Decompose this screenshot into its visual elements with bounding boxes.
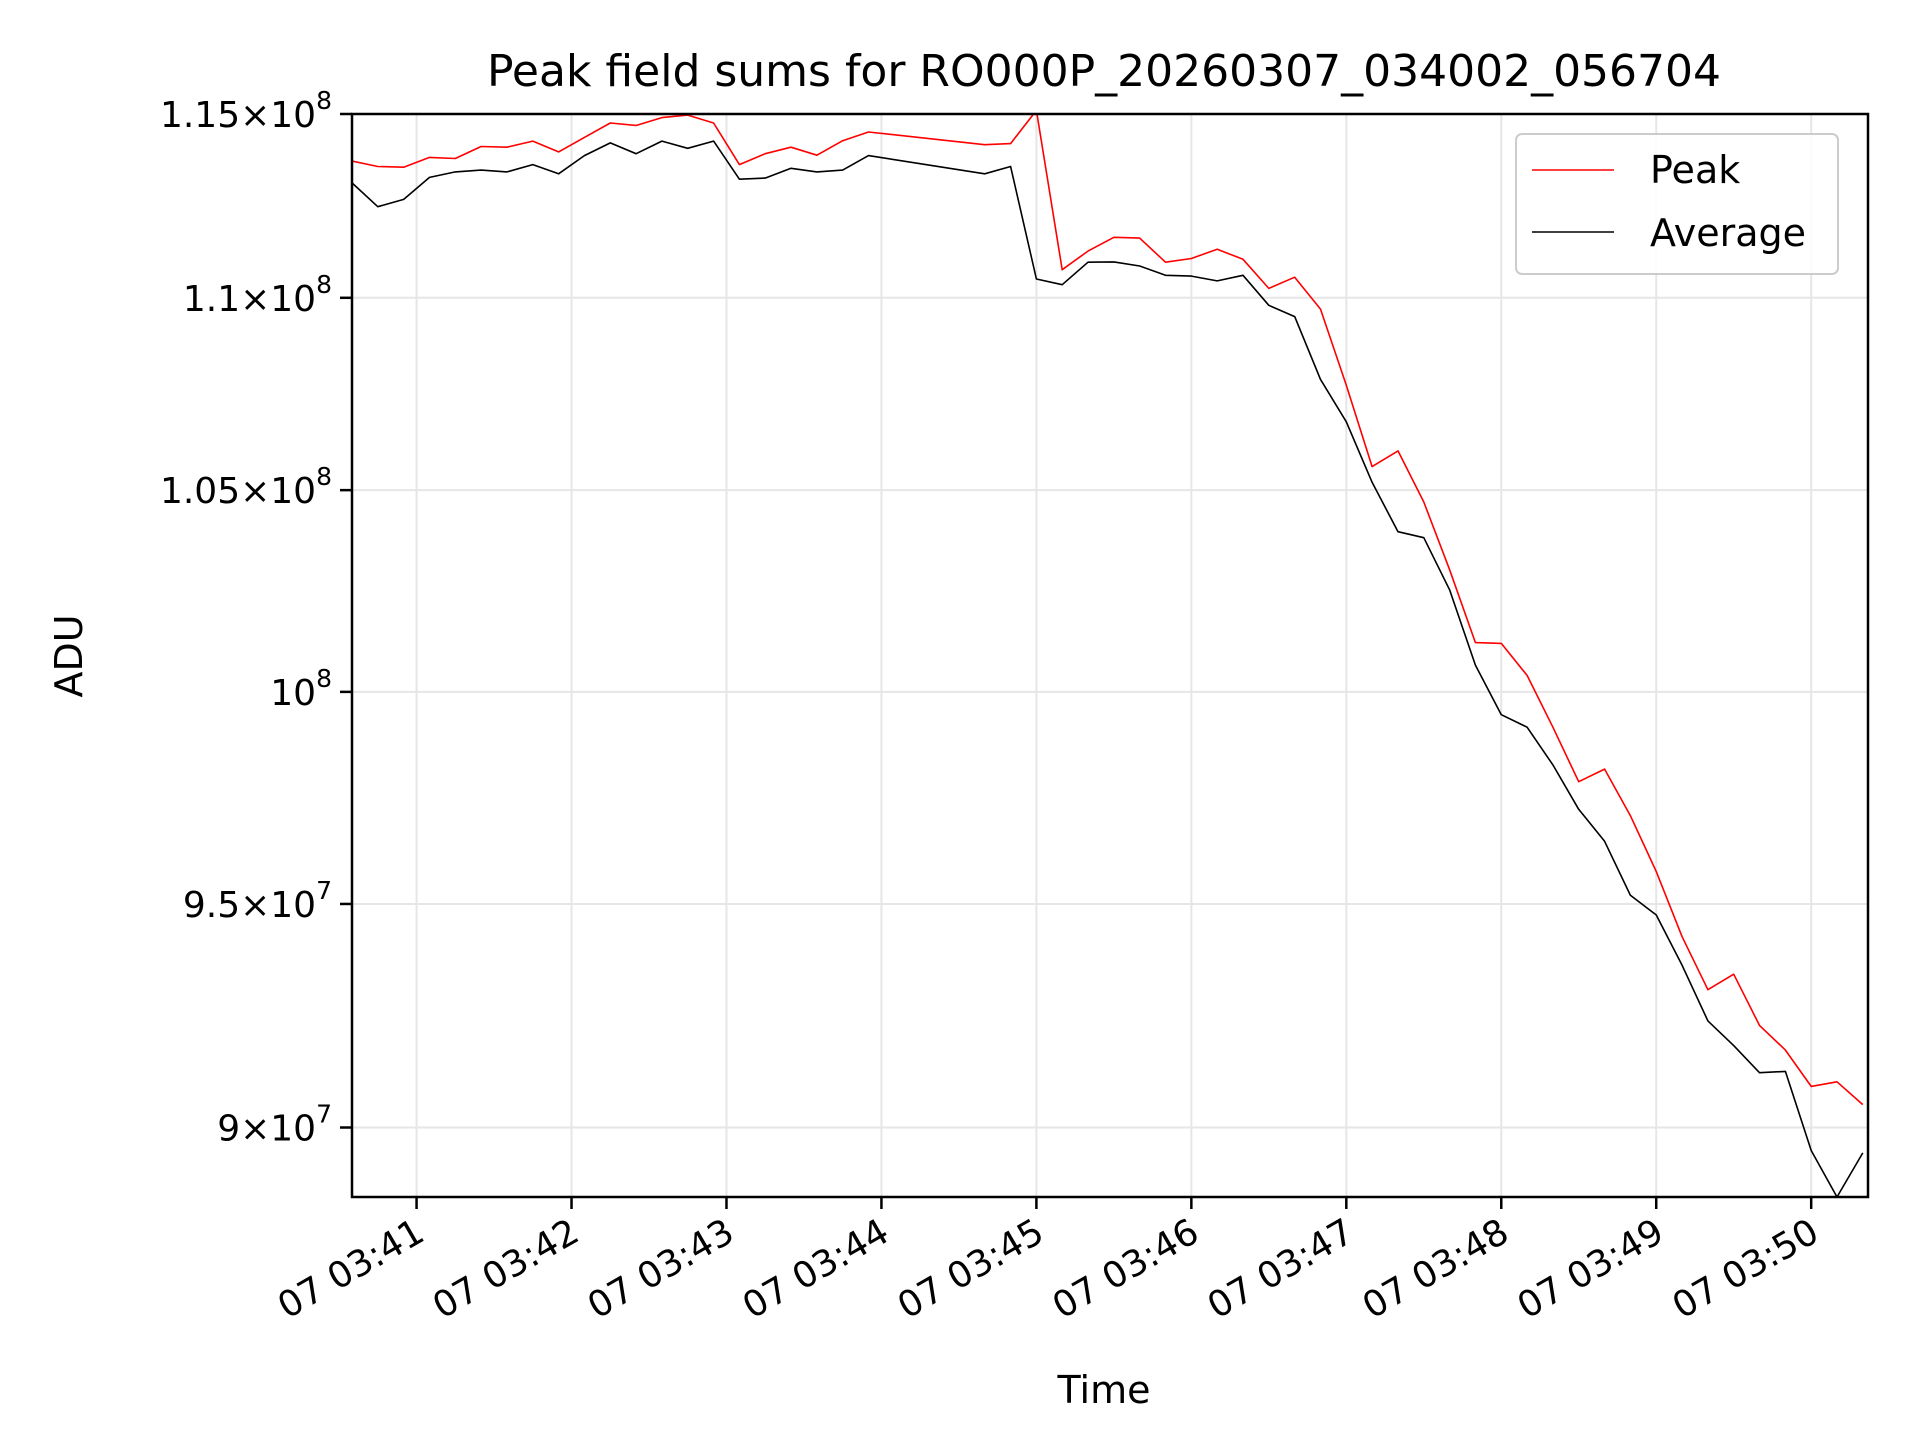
series-line-peak bbox=[352, 114, 1864, 1106]
y-tick-label-base: 9.5×10 bbox=[183, 885, 316, 926]
y-tick-label: 108 bbox=[270, 664, 332, 714]
legend-label-peak: Peak bbox=[1650, 148, 1740, 192]
y-tick-label-base: 9×10 bbox=[217, 1109, 316, 1150]
y-tick-label-base: 1.1×10 bbox=[183, 279, 316, 320]
y-tick-label: 1.05×108 bbox=[160, 462, 332, 512]
y-tick-label: 9×107 bbox=[217, 1100, 332, 1150]
legend-box bbox=[1515, 133, 1839, 275]
y-tick-label-exponent: 7 bbox=[316, 876, 332, 905]
plot-frame bbox=[350, 112, 1870, 1199]
series-line-average bbox=[352, 140, 1864, 1197]
x-axis-label: Time bbox=[1057, 1368, 1151, 1412]
series-lines bbox=[352, 114, 1864, 1197]
legend-label-average: Average bbox=[1650, 211, 1806, 255]
y-tick-label-base: 10 bbox=[270, 673, 316, 714]
y-tick-label: 1.1×108 bbox=[183, 270, 332, 320]
y-tick-label: 9.5×107 bbox=[183, 876, 332, 926]
y-tick-label-base: 1.15×10 bbox=[160, 95, 316, 136]
y-axis-label: ADU bbox=[47, 614, 91, 697]
y-tick-label-exponent: 7 bbox=[316, 1100, 332, 1129]
y-tick-label-exponent: 8 bbox=[316, 462, 332, 491]
y-tick-label-exponent: 8 bbox=[316, 664, 332, 693]
y-tick-label: 1.15×108 bbox=[160, 86, 332, 136]
y-tick-label-exponent: 8 bbox=[316, 86, 332, 115]
y-tick-label-exponent: 8 bbox=[316, 270, 332, 299]
grid bbox=[352, 113, 1868, 1197]
y-tick-label-base: 1.05×10 bbox=[160, 471, 316, 512]
legend: Peak Average bbox=[1515, 133, 1839, 275]
chart-title: Peak field sums for RO000P_20260307_0340… bbox=[487, 46, 1721, 97]
